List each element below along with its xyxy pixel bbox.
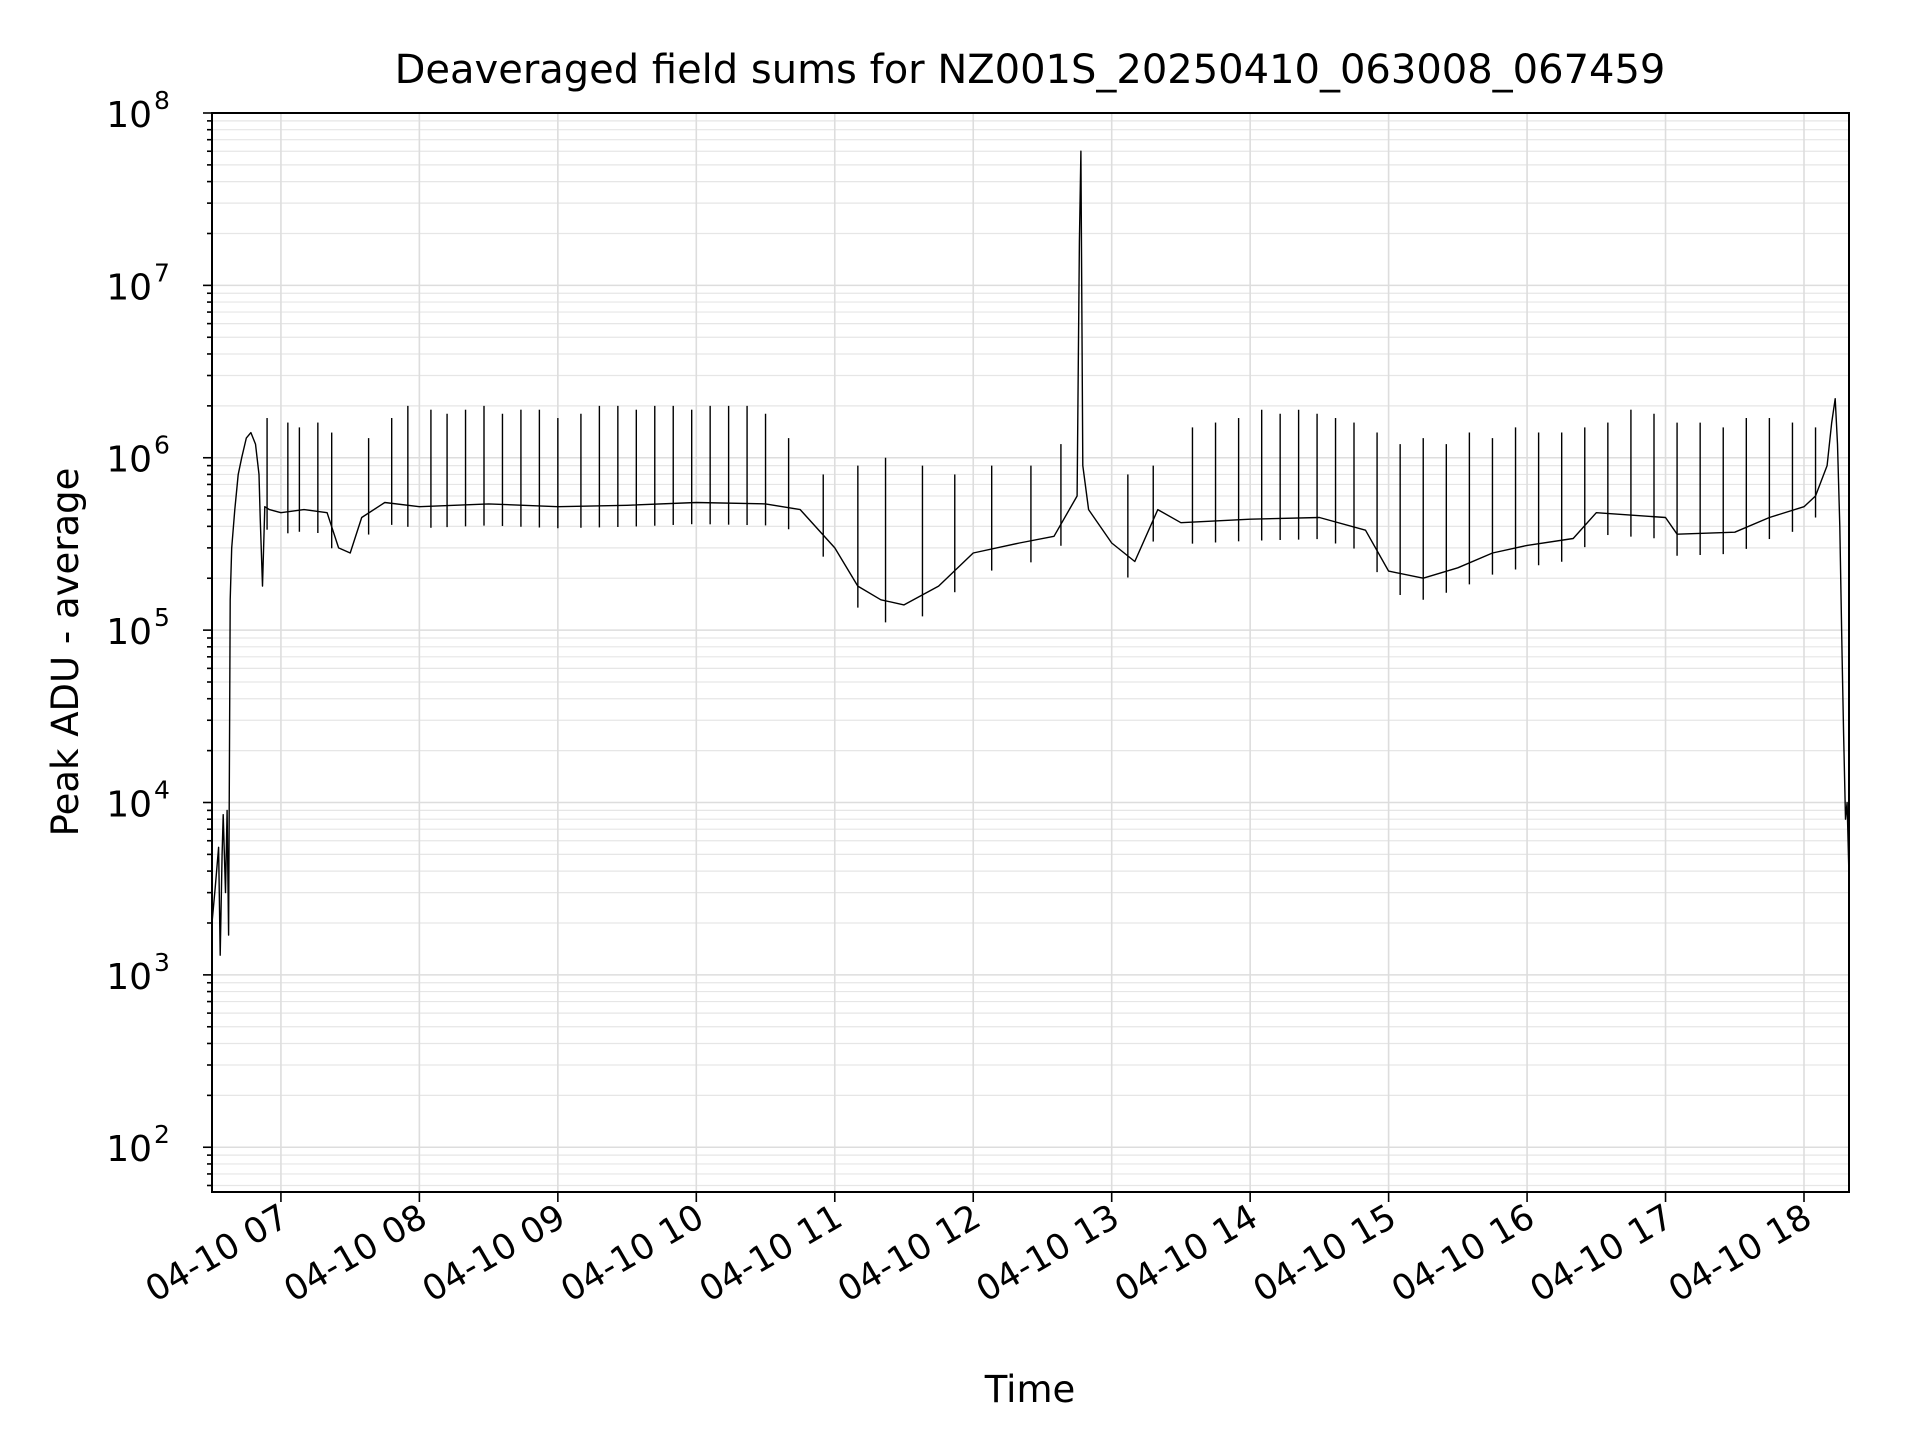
y-tick-label: 10: [106, 267, 152, 308]
x-axis-label: Time: [984, 1368, 1076, 1411]
y-tick-label: 10: [106, 95, 152, 136]
y-tick-exponent: 3: [154, 948, 170, 977]
chart-title: Deaveraged field sums for NZ001S_2025041…: [395, 47, 1666, 93]
plot-frame: [211, 112, 1850, 1193]
y-tick-exponent: 7: [154, 258, 170, 287]
y-tick-label: 10: [106, 784, 152, 825]
y-tick-label: 10: [106, 957, 152, 998]
axis-ticks: [203, 112, 1805, 1202]
series-line: [211, 150, 1850, 956]
minor-gridlines: [212, 120, 1849, 1187]
y-tick-exponent: 6: [154, 431, 170, 460]
y-tick-exponent: 4: [154, 775, 170, 804]
series-layer: [211, 150, 1850, 956]
y-tick-exponent: 8: [154, 86, 170, 115]
y-tick-label: 10: [106, 1129, 152, 1170]
y-tick-label: 10: [106, 612, 152, 653]
y-axis-label: Peak ADU - average: [44, 468, 87, 837]
y-tick-exponent: 2: [154, 1120, 170, 1149]
y-tick-label: 10: [106, 440, 152, 481]
y-tick-exponent: 5: [154, 603, 170, 632]
